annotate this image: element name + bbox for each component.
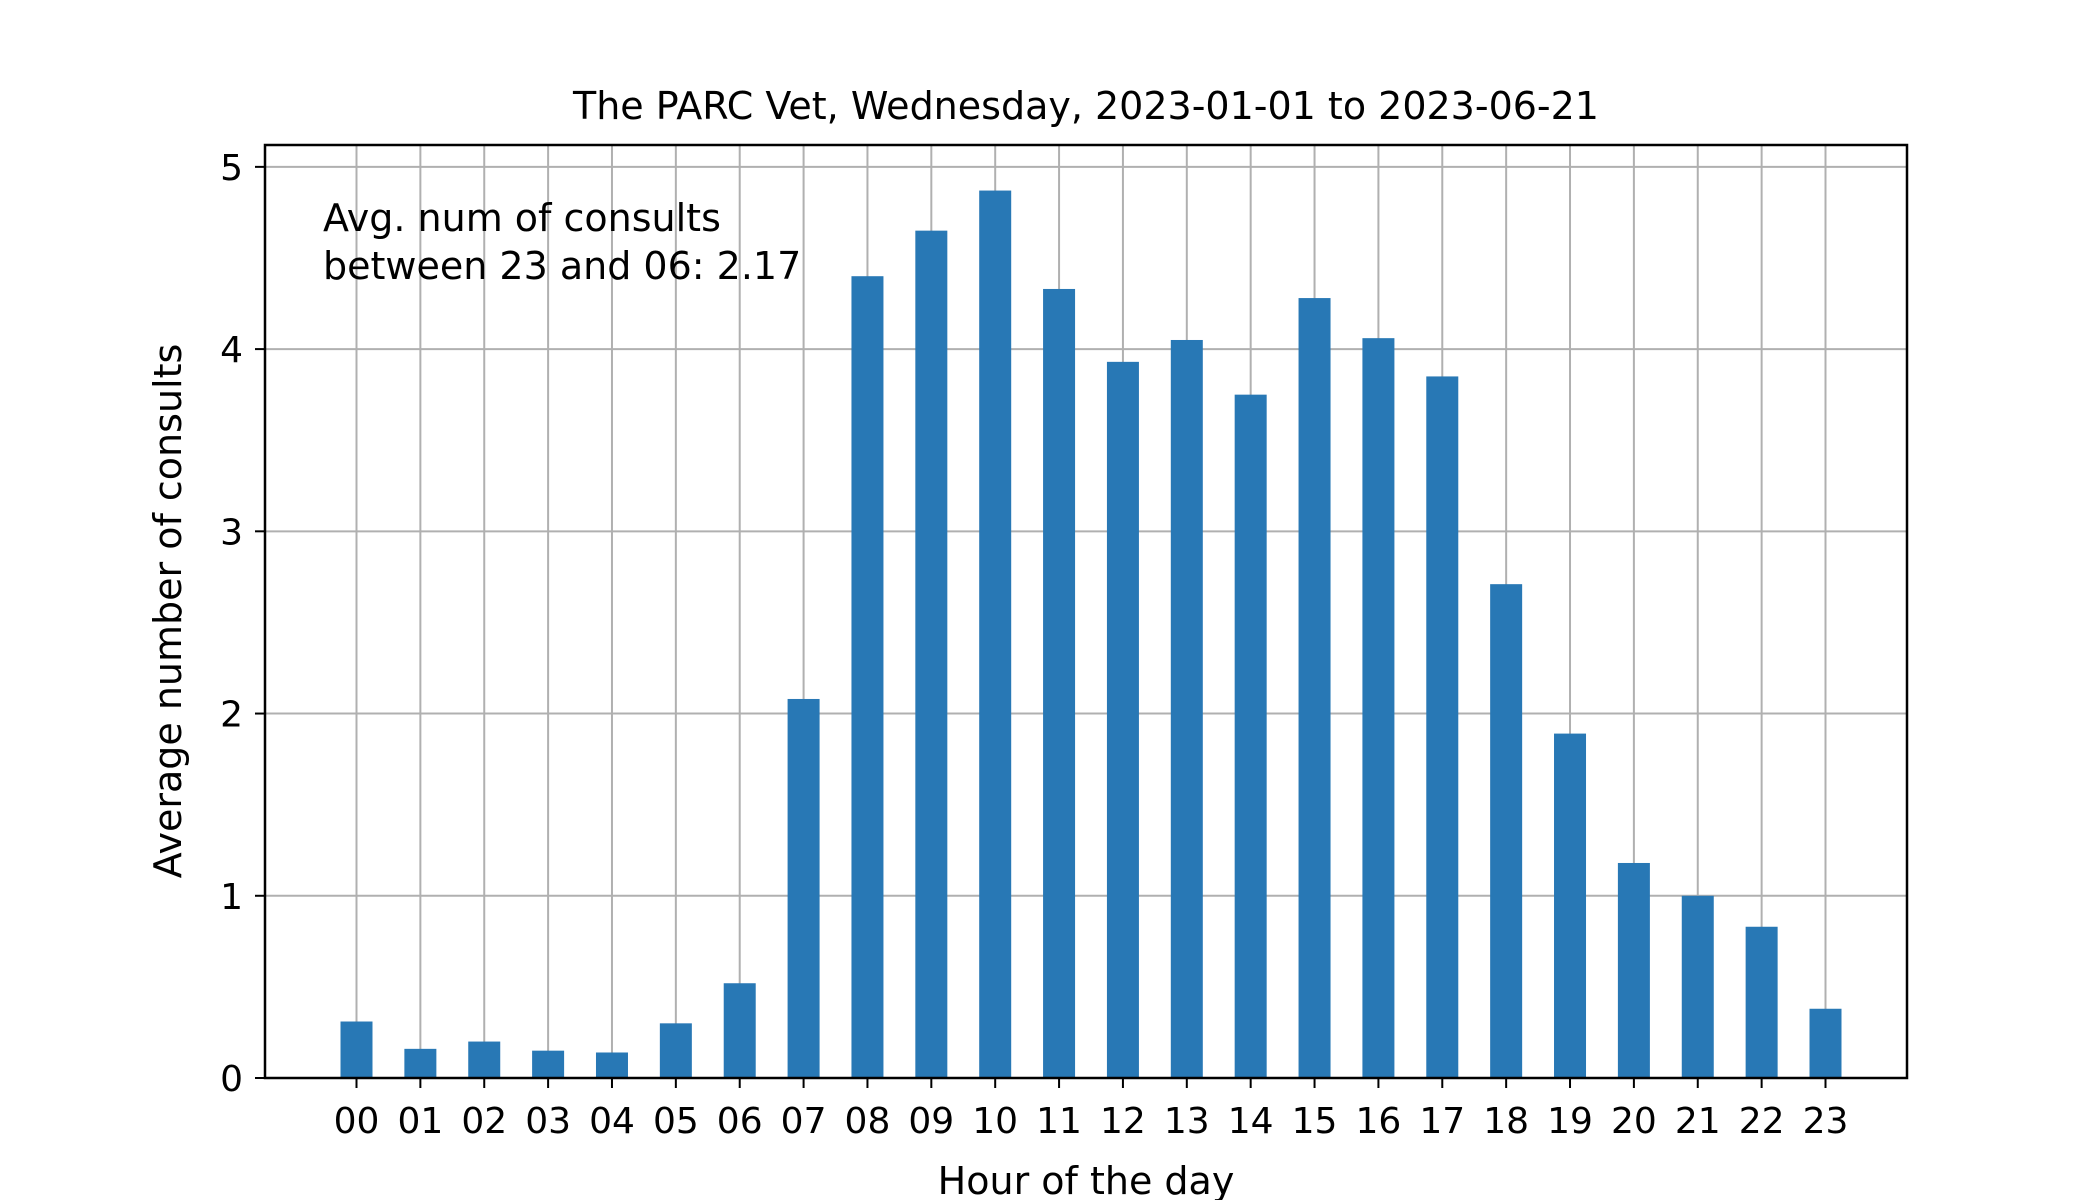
x-tick-label: 03 [525,1101,571,1142]
bar-14 [1234,394,1267,1078]
x-tick-label: 08 [845,1101,891,1142]
bar-17 [1426,376,1459,1078]
bar-22 [1745,926,1778,1078]
x-tick-label: 00 [334,1101,380,1142]
bar-11 [1043,288,1076,1078]
annotation-line-1: Avg. num of consults [323,196,721,240]
bar-09 [915,230,948,1078]
bar-16 [1362,338,1395,1078]
y-tick-label: 4 [220,330,243,371]
x-tick-label: 21 [1675,1101,1721,1142]
y-tick-label: 0 [220,1059,243,1100]
y-tick-labels: 0 1 2 3 4 5 [220,148,243,1100]
x-tick-label: 01 [397,1101,443,1142]
x-tick-label: 09 [908,1101,954,1142]
bar-15 [1298,298,1331,1078]
bar-03 [532,1050,565,1078]
bar-08 [851,276,884,1078]
bar-21 [1681,895,1714,1078]
tick-marks [255,165,1827,1088]
x-tick-label: 12 [1100,1101,1146,1142]
x-tick-label: 15 [1292,1101,1338,1142]
x-tick-label: 07 [781,1101,827,1142]
bar-02 [468,1041,501,1078]
bar-01 [404,1048,437,1078]
plot-frame [263,143,1909,1080]
x-tick-label: 17 [1419,1101,1465,1142]
x-tick-label: 13 [1164,1101,1210,1142]
x-tick-label: 22 [1739,1101,1785,1142]
x-tick-label: 23 [1803,1101,1849,1142]
x-tick-label: 19 [1547,1101,1593,1142]
chart-title: The PARC Vet, Wednesday, 2023-01-01 to 2… [572,84,1599,128]
bar-12 [1106,361,1139,1078]
x-tick-labels: 00 01 02 03 04 05 06 07 08 09 10 11 12 13 14 15 16 17 18 19… [334,1101,1849,1142]
bar-06 [723,983,756,1078]
bar-19 [1554,733,1587,1078]
y-tick-label: 2 [220,695,243,736]
x-tick-label: 10 [972,1101,1018,1142]
x-tick-label: 14 [1228,1101,1274,1142]
bar-04 [595,1052,628,1078]
x-tick-label: 18 [1483,1101,1529,1142]
bar-18 [1490,584,1523,1078]
y-axis-title: Average number of consults [146,344,190,879]
x-axis-title: Hour of the day [938,1159,1235,1200]
bar-05 [659,1023,692,1078]
bars [340,190,1842,1078]
y-tick-label: 3 [220,512,243,553]
x-tick-label: 20 [1611,1101,1657,1142]
y-tick-label: 5 [220,148,243,189]
bar-00 [340,1021,373,1078]
x-tick-label: 11 [1036,1101,1082,1142]
bar-20 [1617,862,1650,1078]
bar-23 [1809,1008,1842,1078]
bar-13 [1170,339,1203,1078]
x-tick-label: 05 [653,1101,699,1142]
bar-07 [787,698,820,1078]
annotation-line-2: between 23 and 06: 2.17 [323,244,801,288]
y-tick-label: 1 [220,877,243,918]
x-tick-label: 06 [717,1101,763,1142]
x-tick-label: 04 [589,1101,635,1142]
bar-10 [979,190,1012,1078]
x-tick-label: 16 [1356,1101,1402,1142]
x-tick-label: 02 [461,1101,507,1142]
